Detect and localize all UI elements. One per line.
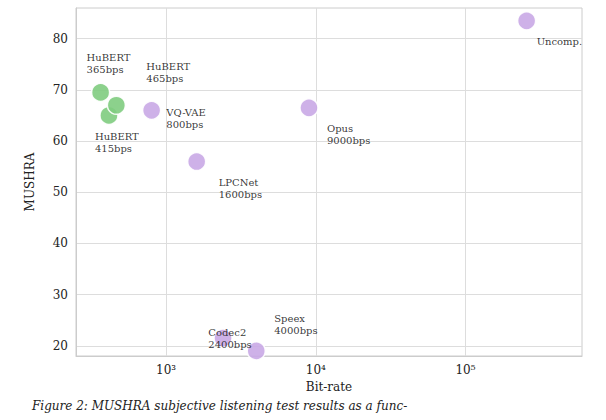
svg-text:30: 30 [53, 288, 68, 302]
svg-text:4000bps: 4000bps [274, 325, 317, 336]
svg-text:Speex: Speex [274, 313, 305, 324]
svg-text:1600bps: 1600bps [219, 189, 262, 200]
svg-text:Codec2: Codec2 [208, 327, 246, 338]
svg-text:Opus: Opus [327, 123, 353, 134]
svg-text:10³: 10³ [156, 363, 176, 377]
svg-text:Uncomp.: Uncomp. [537, 36, 583, 47]
svg-text:HuBERT: HuBERT [95, 131, 139, 142]
svg-text:10⁵: 10⁵ [455, 363, 475, 377]
svg-text:365bps: 365bps [87, 64, 124, 75]
svg-text:HuBERT: HuBERT [146, 61, 190, 72]
svg-text:50: 50 [53, 185, 68, 199]
svg-text:60: 60 [53, 134, 68, 148]
svg-text:10⁴: 10⁴ [306, 363, 326, 377]
svg-text:LPCNet: LPCNet [219, 177, 259, 188]
svg-text:465bps: 465bps [146, 73, 183, 84]
svg-text:40: 40 [53, 236, 68, 250]
svg-text:70: 70 [53, 83, 68, 97]
svg-text:9000bps: 9000bps [327, 135, 370, 146]
svg-text:Bit-rate: Bit-rate [306, 380, 352, 394]
svg-text:20: 20 [53, 339, 68, 353]
svg-text:HuBERT: HuBERT [87, 52, 131, 63]
svg-text:2400bps: 2400bps [208, 339, 251, 350]
svg-text:80: 80 [53, 32, 68, 46]
svg-text:415bps: 415bps [95, 143, 132, 154]
svg-text:VQ-VAE: VQ-VAE [165, 107, 206, 118]
svg-text:Figure 2: MUSHRA subjective li: Figure 2: MUSHRA subjective listening te… [31, 399, 407, 413]
svg-text:MUSHRA: MUSHRA [23, 152, 37, 211]
svg-text:800bps: 800bps [166, 119, 203, 130]
